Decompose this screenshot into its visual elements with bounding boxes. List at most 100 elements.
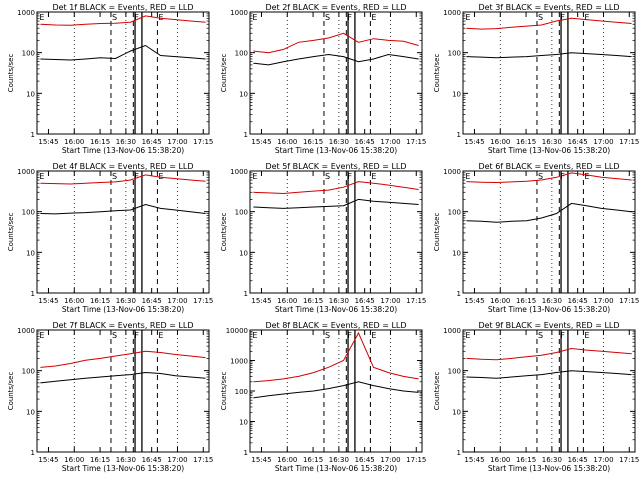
detector-panel: Det 1f BLACK = Events, RED = LLD 1 10 100 10… (7, 3, 213, 155)
panel-title: Det 8f BLACK = Events, RED = LLD (265, 321, 406, 330)
x-tick-label: 16:15 (516, 297, 536, 305)
marker-label: F (347, 331, 352, 340)
marker-label: S (538, 172, 543, 181)
events-series-line (253, 381, 419, 399)
marker-label: E (252, 13, 257, 22)
y-tick-label: 1000 (443, 327, 461, 335)
marker-label: S (325, 172, 330, 181)
x-tick-label: 17:15 (193, 138, 213, 146)
x-tick-label: 16:00 (64, 456, 84, 464)
y-tick-label: 1000 (230, 9, 248, 17)
detector-panel: Det 7f BLACK = Events, RED = LLD 1 10 100 10… (7, 321, 213, 473)
x-axis-label: Start Time (13-Nov-06 15:38:20) (275, 146, 397, 155)
events-series-line (253, 198, 419, 209)
plot-frame (36, 11, 210, 135)
plot-frame (462, 329, 636, 453)
lld-series-line (466, 347, 632, 361)
y-axis-label: Counts/sec (433, 54, 441, 93)
x-tick-label: 16:45 (568, 297, 588, 305)
x-axis-label: Start Time (13-Nov-06 15:38:20) (62, 464, 184, 473)
x-tick-label: 16:15 (90, 138, 110, 146)
y-tick-label: 1 (457, 131, 461, 139)
x-tick-label: 17:15 (406, 297, 426, 305)
y-axis-label: Counts/sec (220, 54, 228, 93)
y-tick-label: 100 (22, 50, 35, 58)
marker-label: S (538, 331, 543, 340)
x-tick-label: 16:30 (329, 138, 349, 146)
x-tick-label: 16:45 (142, 456, 162, 464)
y-tick-label: 1 (244, 449, 248, 457)
x-tick-label: 15:45 (464, 297, 484, 305)
lld-series-line (40, 350, 206, 368)
x-tick-label: 17:00 (593, 456, 613, 464)
x-tick-label: 16:00 (277, 456, 297, 464)
x-tick-label: 16:00 (64, 138, 84, 146)
marker-label: E (465, 172, 470, 181)
y-axis-label: Counts/sec (220, 213, 228, 252)
plot-frame (249, 329, 423, 453)
x-tick-label: 17:15 (619, 138, 639, 146)
plot-frame (249, 170, 423, 294)
y-tick-label: 100 (448, 368, 461, 376)
lld-series-line (253, 181, 419, 195)
marker-label: E (158, 331, 163, 340)
x-axis-label: Start Time (13-Nov-06 15:38:20) (275, 464, 397, 473)
y-tick-label: 1000 (230, 168, 248, 176)
x-axis-label: Start Time (13-Nov-06 15:38:20) (488, 146, 610, 155)
x-tick-label: 15:45 (38, 456, 58, 464)
y-tick-label: 10 (452, 90, 461, 98)
y-tick-label: 100 (22, 209, 35, 217)
y-tick-label: 1 (244, 290, 248, 298)
y-tick-label: 100 (22, 368, 35, 376)
marker-label: S (325, 13, 330, 22)
marker-label: E (39, 331, 44, 340)
y-tick-label: 10 (239, 249, 248, 257)
detector-panel: Det 5f BLACK = Events, RED = LLD 1 10 100 10… (220, 162, 426, 314)
x-tick-label: 16:45 (355, 138, 375, 146)
x-tick-label: 16:15 (303, 456, 323, 464)
plot-frame (249, 11, 423, 135)
plot-frame (462, 11, 636, 135)
panel-title: Det 1f BLACK = Events, RED = LLD (52, 3, 193, 12)
panel-title: Det 3f BLACK = Events, RED = LLD (478, 3, 619, 12)
panel-title: Det 4f BLACK = Events, RED = LLD (52, 162, 193, 171)
marker-label: S (112, 13, 117, 22)
x-tick-label: 17:00 (167, 456, 187, 464)
x-tick-label: 17:15 (406, 456, 426, 464)
x-tick-label: 16:00 (490, 456, 510, 464)
y-tick-label: 100 (235, 50, 248, 58)
marker-label: E (371, 13, 376, 22)
lld-series-line (253, 32, 419, 54)
y-tick-label: 10 (452, 408, 461, 416)
x-tick-label: 15:45 (251, 456, 271, 464)
x-tick-label: 16:45 (142, 138, 162, 146)
marker-label: F (560, 13, 565, 22)
events-series-line (40, 203, 206, 215)
x-tick-label: 16:45 (355, 456, 375, 464)
x-axis-label: Start Time (13-Nov-06 15:38:20) (488, 464, 610, 473)
x-tick-label: 16:30 (116, 297, 136, 305)
x-tick-label: 17:15 (619, 456, 639, 464)
y-axis-label: Counts/sec (7, 372, 15, 411)
marker-label: F (560, 331, 565, 340)
y-tick-label: 1 (31, 290, 35, 298)
x-tick-label: 17:00 (380, 456, 400, 464)
x-tick-label: 16:00 (277, 297, 297, 305)
x-tick-label: 16:00 (490, 138, 510, 146)
x-tick-label: 16:00 (490, 297, 510, 305)
marker-label: E (371, 331, 376, 340)
x-tick-label: 16:15 (516, 456, 536, 464)
y-tick-label: 1000 (443, 168, 461, 176)
detector-panel: Det 2f BLACK = Events, RED = LLD 1 10 100 10… (220, 3, 426, 155)
marker-label: S (112, 331, 117, 340)
lld-series-line (40, 174, 206, 185)
x-tick-label: 16:30 (542, 456, 562, 464)
marker-label: F (134, 331, 139, 340)
x-tick-label: 15:45 (251, 297, 271, 305)
detector-panel: Det 8f BLACK = Events, RED = LLD 1 10 100 10… (220, 321, 426, 473)
x-tick-label: 17:00 (167, 297, 187, 305)
y-tick-label: 1000 (17, 327, 35, 335)
events-series-line (466, 202, 632, 223)
x-tick-label: 16:15 (303, 297, 323, 305)
